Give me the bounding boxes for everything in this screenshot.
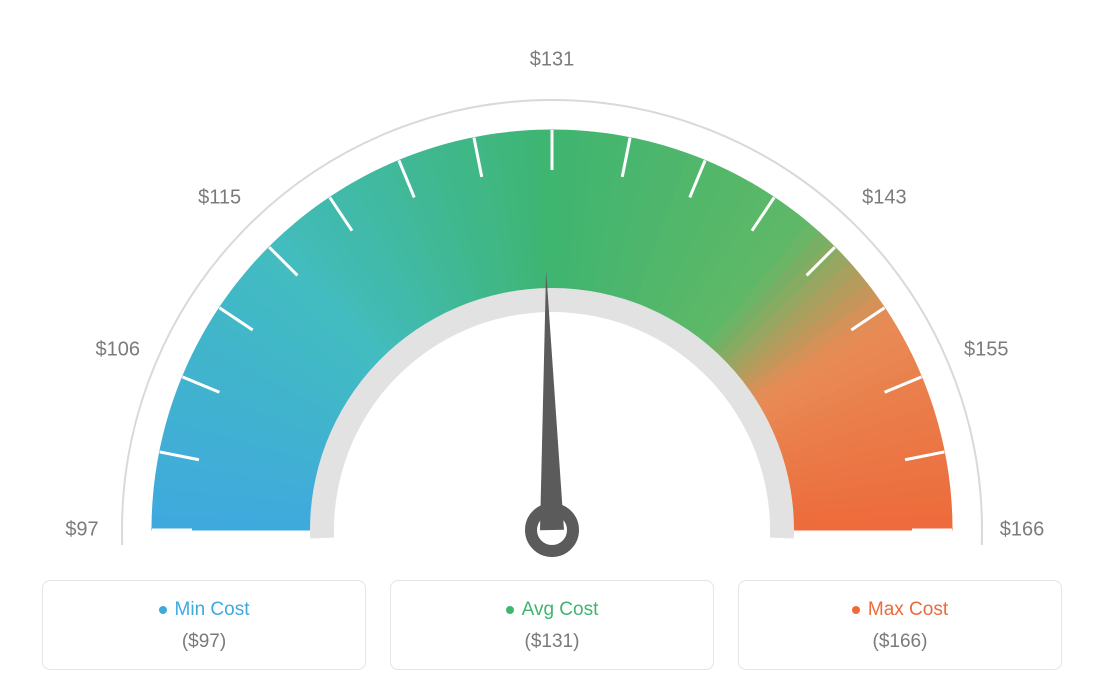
legend-value-min: ($97) (55, 631, 353, 653)
gauge-svg (0, 20, 1104, 580)
gauge-chart: $97 $106 $115 $131 $143 $155 $166 (0, 20, 1104, 580)
gauge-tick-label: $143 (862, 186, 907, 209)
gauge-tick-label: $166 (1000, 519, 1045, 542)
legend-label-min: Min Cost (159, 599, 250, 621)
legend-row: Min Cost ($97) Avg Cost ($131) Max Cost … (42, 580, 1062, 670)
gauge-tick-label: $106 (96, 339, 141, 362)
legend-value-max: ($166) (751, 631, 1049, 653)
gauge-tick-label: $115 (198, 186, 241, 209)
legend-label-avg: Avg Cost (506, 599, 599, 621)
legend-card-min: Min Cost ($97) (42, 580, 366, 670)
gauge-tick-label: $155 (964, 339, 1009, 362)
legend-card-avg: Avg Cost ($131) (390, 580, 714, 670)
legend-card-max: Max Cost ($166) (738, 580, 1062, 670)
legend-label-max: Max Cost (852, 599, 948, 621)
gauge-tick-label: $97 (65, 519, 98, 542)
legend-value-avg: ($131) (403, 631, 701, 653)
gauge-tick-label: $131 (530, 49, 575, 72)
